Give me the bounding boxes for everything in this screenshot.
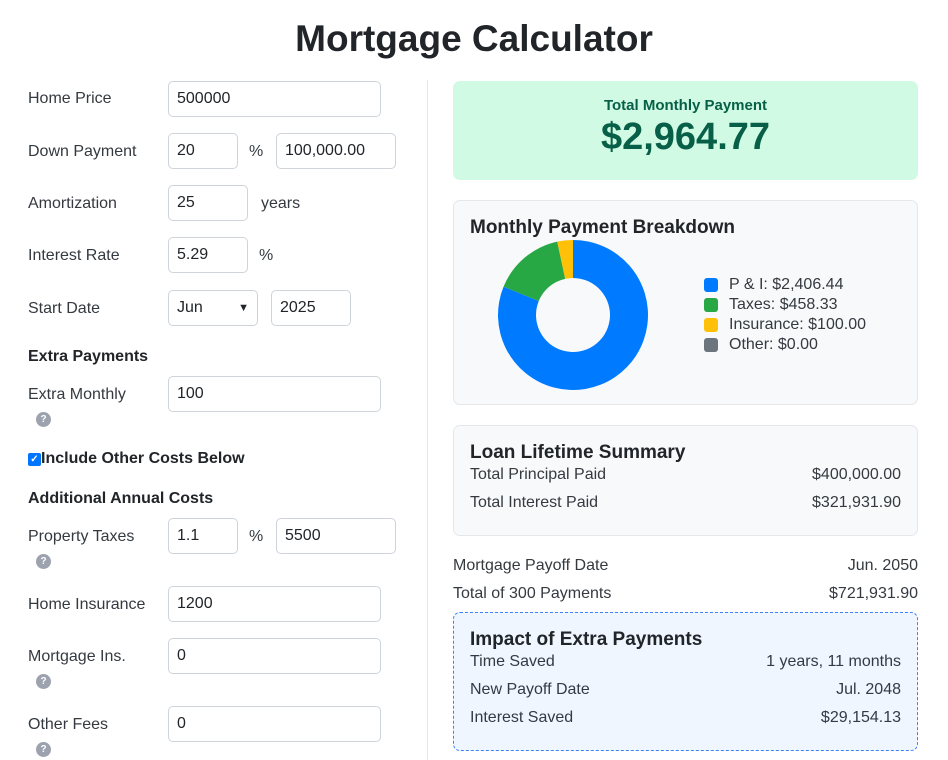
chevron-down-icon: ▼ (238, 302, 249, 314)
row-value: $321,931.90 (812, 494, 901, 511)
start-month-value: Jun (177, 299, 203, 316)
breakdown-title: Monthly Payment Breakdown (470, 217, 735, 238)
total-monthly-payment-card: Total Monthly Payment $2,964.77 (453, 81, 918, 180)
impact-row: Interest Saved $29,154.13 (470, 709, 901, 727)
donut-slice-taxes (503, 241, 566, 302)
other-fees-label: Other Fees (28, 716, 109, 733)
row-label: Mortgage Payoff Date (453, 557, 609, 574)
include-other-costs[interactable]: ✓ Include Other Costs Below (28, 450, 245, 468)
percent-unit: % (259, 247, 274, 264)
down-payment-amount-input[interactable]: 100,000.00 (276, 133, 396, 169)
summary-row: Total Principal Paid $400,000.00 (470, 466, 901, 484)
mortgage-ins-input[interactable]: 0 (168, 638, 381, 674)
total-payments-row: Total of 300 Payments $721,931.90 (453, 585, 918, 603)
row-label: Interest Saved (470, 709, 574, 726)
row-value: $400,000.00 (812, 466, 901, 483)
interest-rate-input[interactable]: 5.29 (168, 237, 248, 273)
legend-item: Taxes: $458.33 (704, 295, 866, 315)
additional-costs-heading: Additional Annual Costs (28, 490, 214, 507)
amortization-input[interactable]: 25 (168, 185, 248, 221)
row-value: Jul. 2048 (836, 681, 901, 698)
lifetime-summary-card: Loan Lifetime Summary Total Principal Pa… (453, 425, 918, 536)
start-year-input[interactable]: 2025 (271, 290, 351, 326)
impact-row: New Payoff Date Jul. 2048 (470, 681, 901, 699)
donut-slice-insurance (557, 240, 573, 279)
down-payment-percent-input[interactable]: 20 (168, 133, 238, 169)
percent-unit: % (249, 528, 264, 545)
help-icon[interactable]: ? (36, 412, 51, 427)
legend-label: Insurance: $100.00 (729, 316, 866, 333)
help-icon[interactable]: ? (36, 554, 51, 569)
legend-swatch (704, 298, 718, 312)
home-insurance-input[interactable]: 1200 (168, 586, 381, 622)
legend-item: Other: $0.00 (704, 335, 866, 355)
row-label: Total Principal Paid (470, 466, 607, 483)
total-value: $2,964.77 (600, 116, 771, 158)
checkbox-checked[interactable]: ✓ (28, 452, 41, 466)
donut-slice-p-i (498, 240, 648, 390)
legend-item: P & I: $2,406.44 (704, 275, 866, 295)
percent-unit: % (249, 143, 264, 160)
breakdown-card: Monthly Payment Breakdown P & I: $2,406.… (453, 200, 918, 405)
help-icon[interactable]: ? (36, 674, 51, 689)
home-insurance-label: Home Insurance (28, 596, 146, 613)
donut-chart (498, 240, 648, 390)
row-label: Total of 300 Payments (453, 585, 612, 602)
legend-label: Taxes: $458.33 (729, 296, 838, 313)
row-label: Total Interest Paid (470, 494, 599, 511)
start-date-label: Start Date (28, 300, 101, 317)
amortization-label: Amortization (28, 195, 117, 212)
property-taxes-label: Property Taxes (28, 528, 135, 545)
summary-title: Loan Lifetime Summary (470, 442, 686, 463)
row-value: $29,154.13 (820, 709, 901, 726)
mortgage-ins-label: Mortgage Ins. (28, 648, 126, 665)
years-unit: years (261, 195, 301, 212)
row-label: Time Saved (470, 653, 555, 670)
legend-label: Other: $0.00 (729, 336, 818, 353)
row-value: 1 years, 11 months (766, 653, 901, 670)
property-taxes-amount-input[interactable]: 5500 (276, 518, 396, 554)
row-value: $721,931.90 (829, 585, 918, 602)
page-title: Mortgage Calculator (295, 18, 653, 59)
start-month-select[interactable]: Jun ▼ (168, 290, 258, 326)
legend-swatch (704, 318, 718, 332)
home-price-label: Home Price (28, 90, 112, 107)
legend-label: P & I: $2,406.44 (729, 276, 844, 293)
extra-monthly-label: Extra Monthly (28, 386, 126, 403)
column-divider (427, 80, 428, 760)
other-fees-input[interactable]: 0 (168, 706, 381, 742)
summary-row: Total Interest Paid $321,931.90 (470, 494, 901, 512)
interest-rate-label: Interest Rate (28, 247, 120, 264)
legend-swatch (704, 338, 718, 352)
down-payment-label: Down Payment (28, 143, 137, 160)
payoff-date-row: Mortgage Payoff Date Jun. 2050 (453, 557, 918, 575)
include-other-costs-label: Include Other Costs Below (41, 450, 245, 467)
extra-monthly-input[interactable]: 100 (168, 376, 381, 412)
impact-card: Impact of Extra Payments Time Saved 1 yea… (453, 612, 918, 751)
property-taxes-percent-input[interactable]: 1.1 (168, 518, 238, 554)
total-label: Total Monthly Payment (603, 97, 768, 114)
impact-title: Impact of Extra Payments (470, 629, 703, 650)
legend-item: Insurance: $100.00 (704, 315, 866, 335)
row-label: New Payoff Date (470, 681, 590, 698)
home-price-input[interactable]: 500000 (168, 81, 381, 117)
impact-row: Time Saved 1 years, 11 months (470, 653, 901, 671)
row-value: Jun. 2050 (847, 557, 918, 574)
help-icon[interactable]: ? (36, 742, 51, 757)
extra-payments-heading: Extra Payments (28, 348, 149, 365)
legend: P & I: $2,406.44 Taxes: $458.33 Insuranc… (704, 275, 866, 355)
legend-swatch (704, 278, 718, 292)
